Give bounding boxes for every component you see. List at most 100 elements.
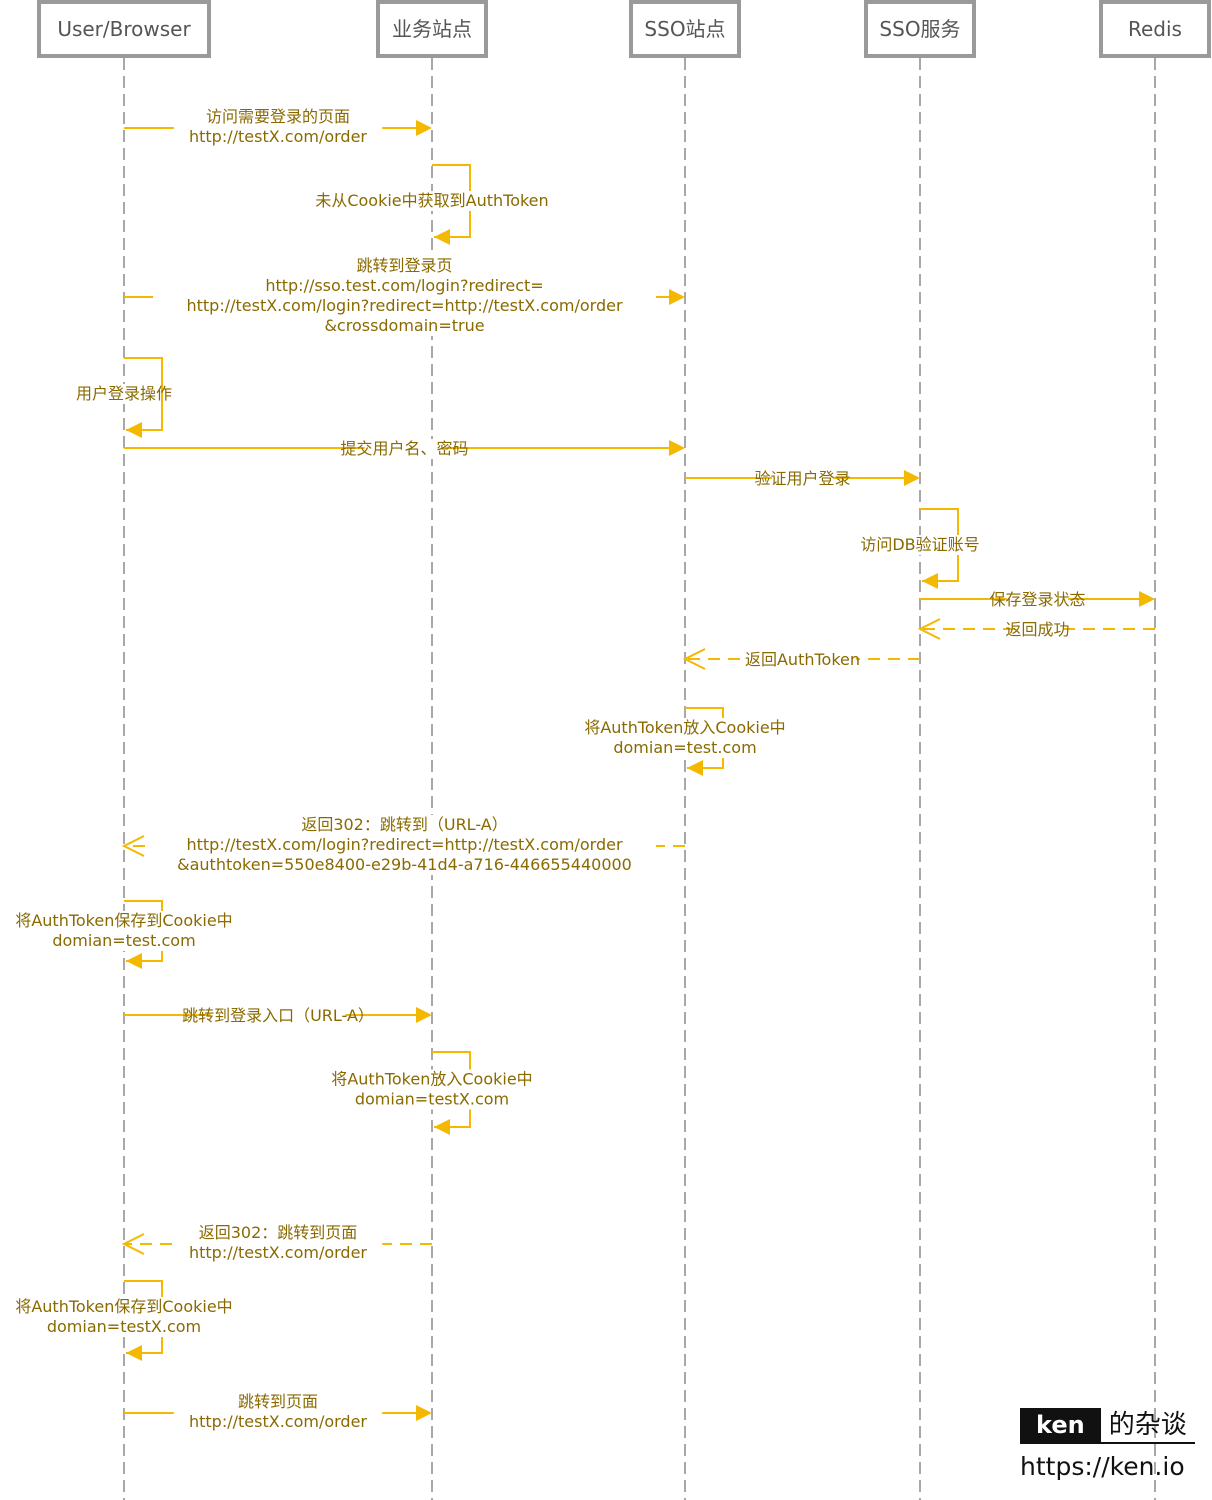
label-bg (880, 535, 960, 555)
label-bg (1006, 590, 1069, 610)
message-text: domian=test.com (52, 931, 195, 950)
message-text: http://testX.com/order (189, 1412, 367, 1431)
label-bg (341, 1069, 523, 1090)
message-label: 访问DB验证账号 (860, 535, 980, 555)
label-bg (173, 127, 383, 147)
self-call-line (124, 357, 163, 431)
label-bg (252, 1392, 304, 1412)
message-12: 返回302：跳转到（URL-A）http://testX.com/login?r… (121, 815, 685, 875)
label-bg (52, 931, 196, 951)
arrowhead (669, 440, 685, 456)
message-text: 访问DB验证账号 (860, 535, 979, 554)
message-text: 返回302：跳转到（URL-A） (301, 815, 507, 834)
message-text: http://testX.com/login?redirect=http://t… (186, 835, 622, 854)
message-text: 将AuthToken放入Cookie中 (331, 1070, 532, 1089)
label-bg (153, 296, 656, 316)
message-text: domian=test.com (613, 738, 756, 757)
message-text: 返回AuthToken (745, 650, 860, 669)
label-bg (594, 718, 776, 738)
message-text: 返回302：跳转到页面 (199, 1223, 358, 1242)
label-bg (93, 384, 155, 404)
arrowhead (1139, 591, 1155, 607)
arrowhead (416, 120, 432, 136)
message-label: 用户登录操作 (76, 384, 172, 404)
actor-label: 业务站点 (392, 17, 472, 41)
message-text: 提交用户名、密码 (340, 439, 468, 458)
message-label: 跳转到登录入口（URL-A） (182, 1006, 374, 1026)
message-text: 未从Cookie中获取到AuthToken (315, 191, 548, 210)
message-3: 跳转到登录页http://sso.test.com/login?redirect… (124, 256, 685, 336)
message-text: 返回成功 (1005, 620, 1069, 639)
actor-browser: User/Browser (37, 0, 211, 58)
label-bg (373, 256, 436, 276)
message-text: 用户登录操作 (76, 384, 172, 403)
message-label: 返回成功 (1005, 620, 1070, 640)
actor-box (376, 0, 488, 58)
message-8: 保存登录状态 (920, 590, 1155, 610)
actor-label: SSO站点 (644, 17, 725, 41)
lifelines (123, 58, 1156, 1500)
label-bg (323, 316, 486, 336)
message-6: 验证用户登录 (685, 469, 920, 489)
label-bg (173, 1412, 383, 1432)
message-text: domian=testX.com (47, 1317, 201, 1336)
message-5: 提交用户名、密码 (124, 439, 685, 459)
label-bg (153, 835, 656, 855)
message-14: 跳转到登录入口（URL-A） (124, 1006, 432, 1026)
arrowhead (434, 1119, 450, 1135)
label-bg (748, 650, 857, 670)
message-text: http://testX.com/login?redirect=http://t… (186, 296, 622, 315)
arrowhead (434, 229, 450, 245)
actor-box (1099, 0, 1211, 58)
message-label: 返回AuthToken (745, 650, 860, 670)
arrowhead (669, 289, 685, 305)
messages: 访问需要登录的页面http://testX.com/order未从Cookie中… (15, 107, 1155, 1432)
message-text: 跳转到页面 (238, 1392, 318, 1411)
message-text: 将AuthToken放入Cookie中 (584, 718, 785, 737)
label-bg (29, 1297, 219, 1317)
message-text: http://sso.test.com/login?redirect= (265, 276, 543, 295)
message-label: 验证用户登录 (754, 469, 851, 489)
label-bg (771, 469, 834, 489)
arrowhead (126, 422, 142, 438)
label-bg (173, 1243, 383, 1263)
message-text: http://testX.com/order (189, 127, 367, 146)
site-logo: ken 的杂谈 https://ken.io (1020, 1408, 1195, 1481)
actor-label: SSO服务 (879, 17, 960, 41)
actor-biz: 业务站点 (376, 0, 488, 58)
arrowhead (922, 573, 938, 589)
message-text: 跳转到登录入口（URL-A） (182, 1006, 374, 1025)
label-bg (210, 1006, 346, 1026)
message-text: 访问需要登录的页面 (206, 107, 350, 126)
message-9: 返回成功 (917, 618, 1155, 640)
arrowhead-open (121, 1233, 145, 1255)
label-bg (327, 815, 482, 835)
label-bg (364, 439, 445, 459)
label-bg (224, 1223, 332, 1243)
message-text: 验证用户登录 (754, 469, 850, 488)
message-text: 跳转到登录页 (356, 256, 452, 275)
actor-redis: Redis (1099, 0, 1211, 58)
label-bg (355, 1089, 509, 1110)
actor-label: Redis (1128, 17, 1182, 41)
message-label: 跳转到登录页http://sso.test.com/login?redirect… (153, 256, 656, 336)
actor-box (37, 0, 211, 58)
message-10: 返回AuthToken (682, 648, 920, 670)
label-bg (185, 855, 624, 875)
message-text: &crossdomain=true (324, 316, 484, 335)
logo-url: https://ken.io (1020, 1452, 1185, 1481)
label-bg (29, 911, 219, 931)
